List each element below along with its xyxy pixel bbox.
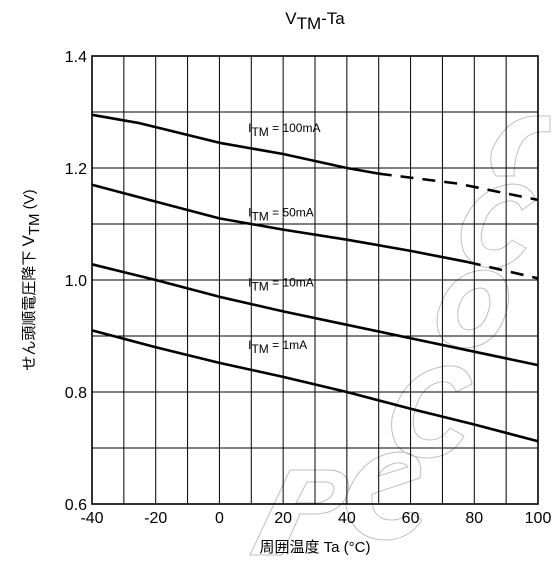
x-tick-label: 100: [525, 510, 552, 527]
series-line-3: [91, 329, 539, 443]
series-label-1: ITM = 50mA: [248, 206, 314, 224]
grid-lines: [91, 55, 539, 505]
series-group: [91, 113, 539, 443]
series-line-dashed-1: [467, 260, 539, 280]
y-tick-label: 1.0: [65, 273, 87, 290]
series-line-2: [91, 263, 539, 367]
series-line-1: [91, 183, 469, 264]
x-tick-label: 0: [215, 510, 224, 527]
y-tick-label: 0.6: [65, 497, 87, 514]
y-tick-label: 1.2: [65, 161, 87, 178]
watermark-graphic: [249, 115, 551, 556]
x-tick-label: -40: [80, 510, 103, 527]
x-tick-label: 40: [338, 510, 356, 527]
series-line-0: [91, 113, 379, 175]
series-line-dashed-0: [378, 172, 539, 202]
series-label-2: ITM = 10mA: [248, 276, 314, 294]
series-label-0: ITM = 100mA: [248, 121, 320, 139]
x-tick-label: 20: [274, 510, 292, 527]
plot-frame: [91, 55, 539, 505]
text-group: ITM = 100mA ITM = 50mA ITM = 10mA ITM = 1mA…: [19, 9, 551, 556]
chart-title: VTM-Ta: [285, 9, 345, 33]
x-tick-label: 80: [465, 510, 483, 527]
y-axis-label: せん頭順電圧降下 VTM (V): [19, 189, 43, 370]
x-tick-label: -20: [144, 510, 167, 527]
x-axis-label: 周囲温度 Ta (°C): [259, 539, 370, 556]
y-tick-label: 1.4: [65, 49, 87, 66]
y-tick-label: 0.8: [65, 385, 87, 402]
x-tick-label: 60: [402, 510, 420, 527]
series-label-3: ITM = 1mA: [248, 338, 307, 356]
